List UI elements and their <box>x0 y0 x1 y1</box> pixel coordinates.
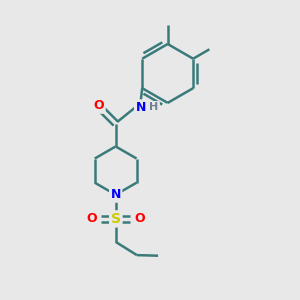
Text: H: H <box>149 102 159 112</box>
Text: S: S <box>111 212 121 226</box>
Text: N: N <box>110 188 121 201</box>
Text: O: O <box>134 212 145 225</box>
Text: O: O <box>94 99 104 112</box>
Text: N: N <box>136 101 146 114</box>
Text: O: O <box>86 212 97 225</box>
